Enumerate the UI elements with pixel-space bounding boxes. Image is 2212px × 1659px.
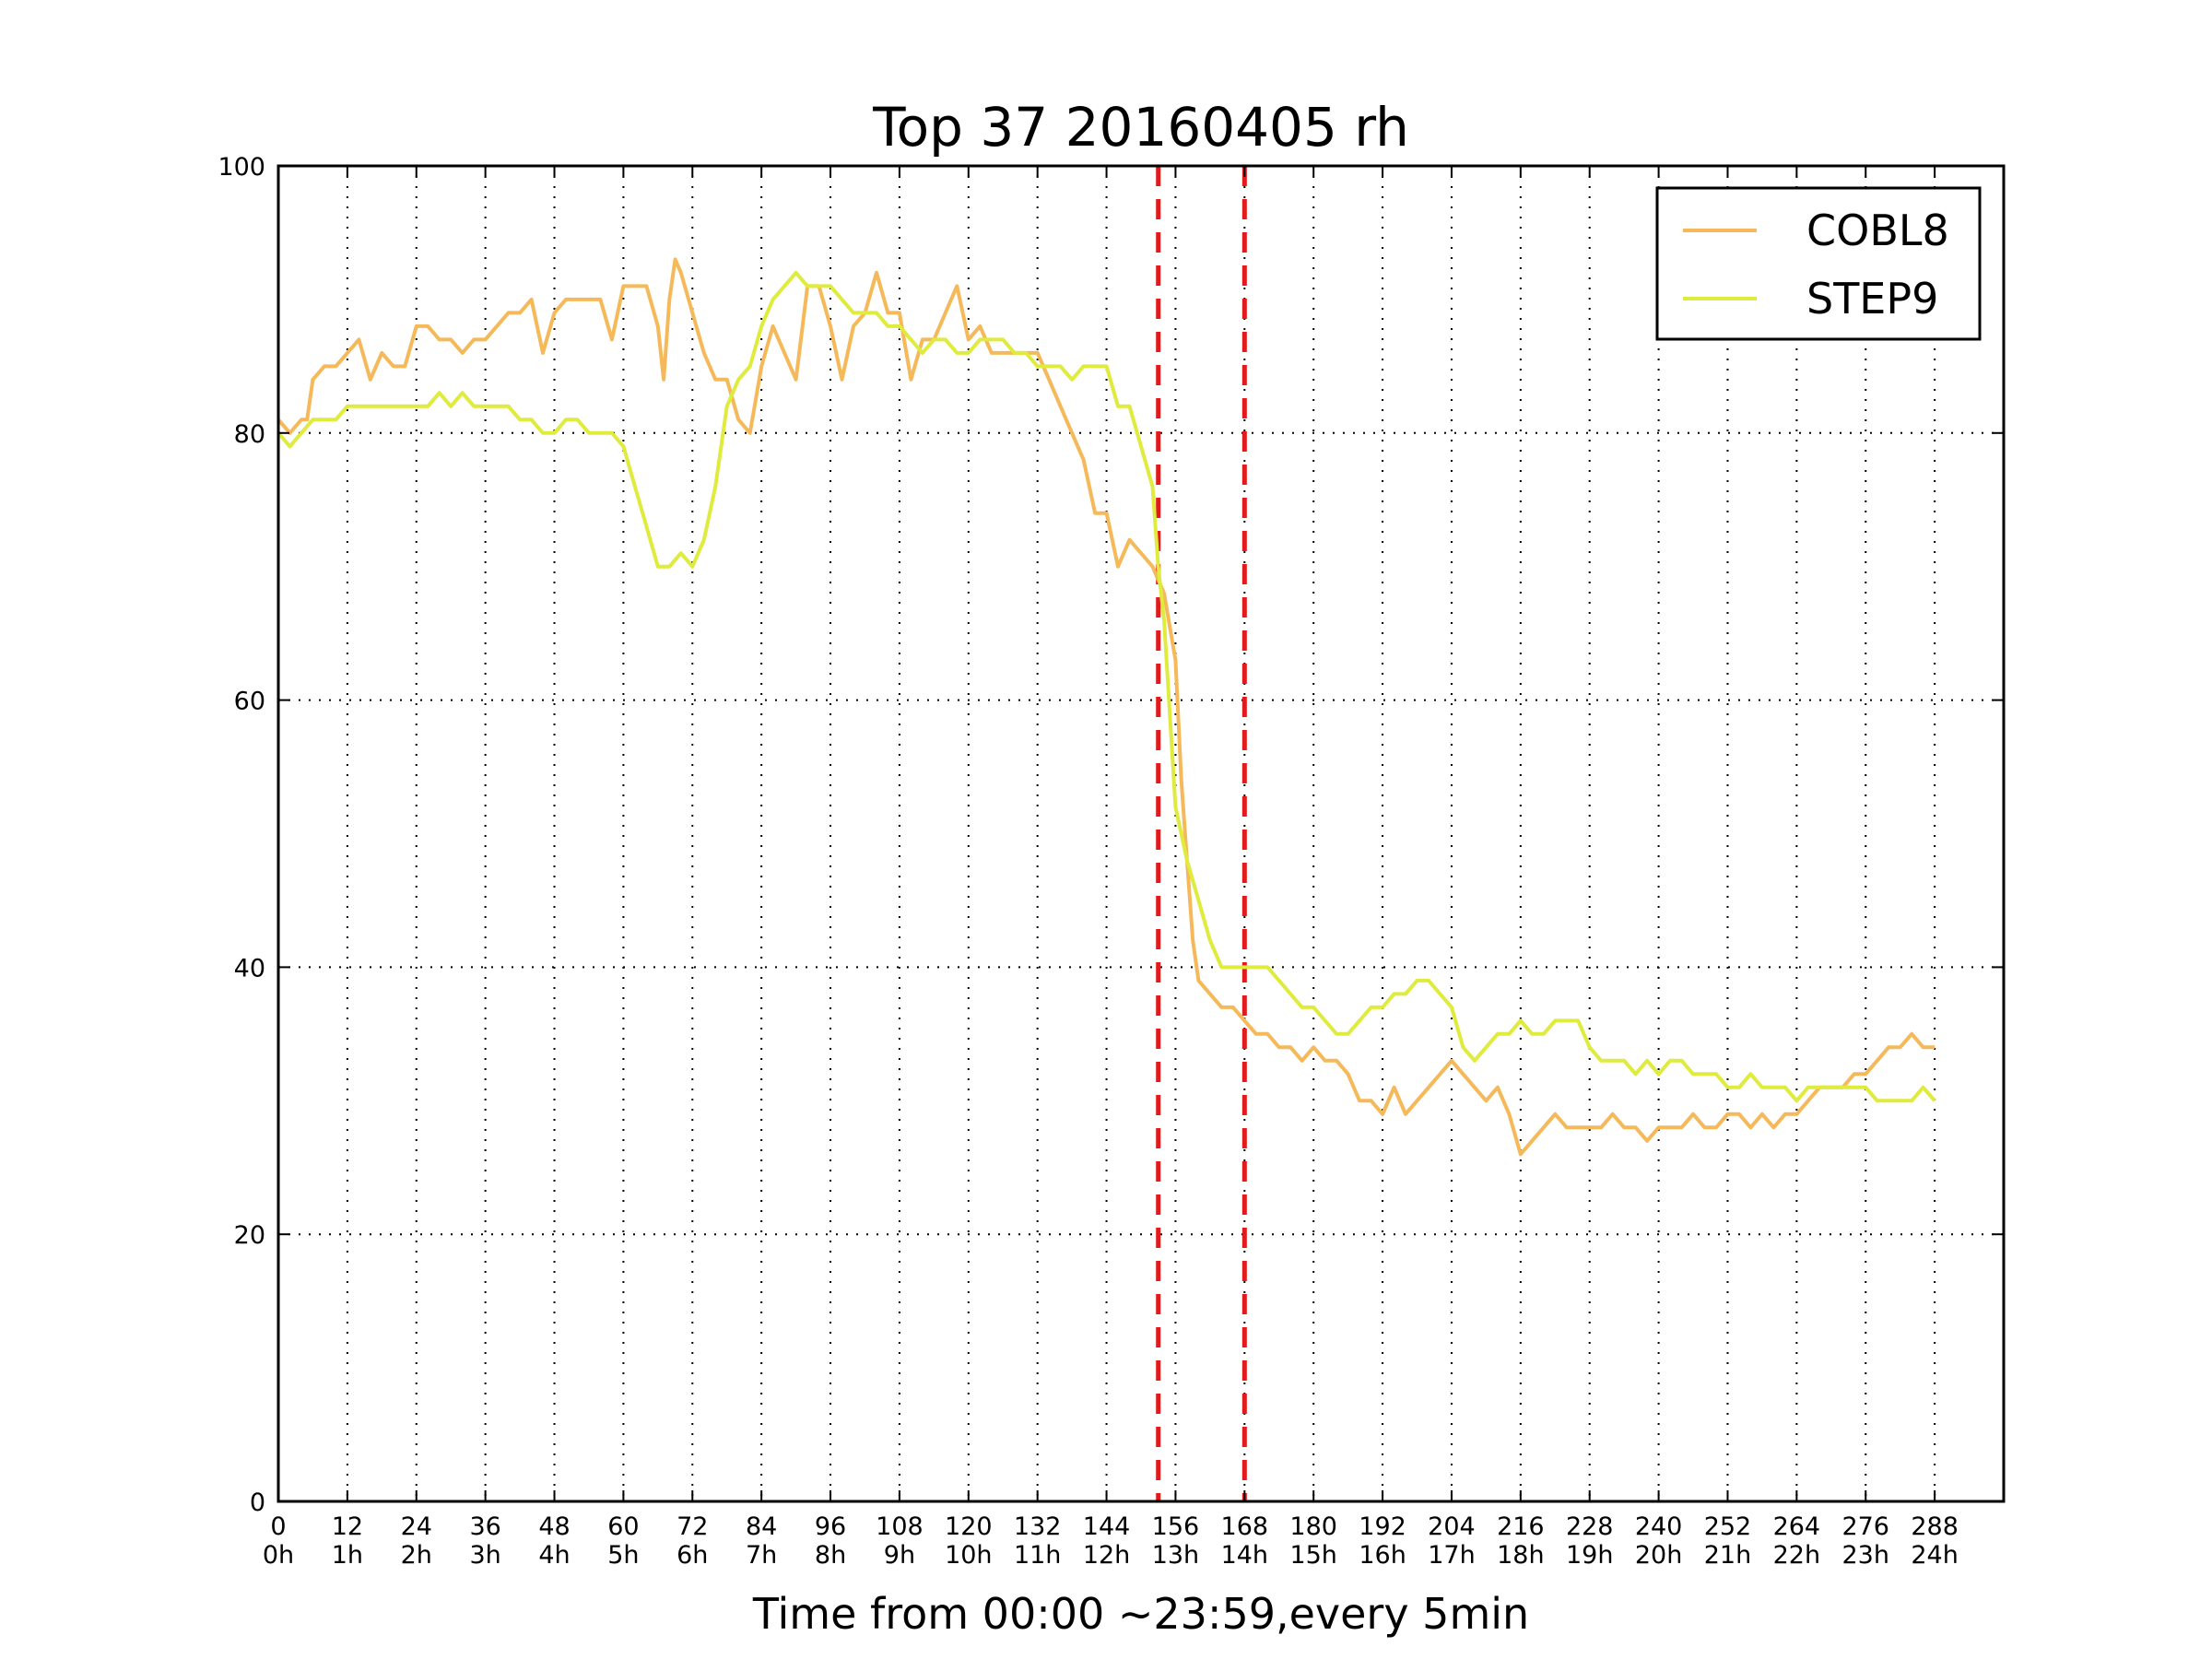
x-tick-sublabel: 13h	[1152, 1541, 1199, 1570]
x-tick-label: 48	[538, 1512, 570, 1541]
x-tick-sublabel: 6h	[677, 1541, 708, 1570]
x-tick-label: 60	[607, 1512, 639, 1541]
legend-box	[1655, 186, 1982, 341]
legend: COBL8 STEP9	[1655, 186, 1982, 341]
x-tick-label: 216	[1497, 1512, 1545, 1541]
x-tick-sublabel: 15h	[1289, 1541, 1336, 1570]
x-tick-sublabel: 1h	[332, 1541, 363, 1570]
x-tick-sublabel: 8h	[815, 1541, 846, 1570]
x-tick-sublabel: 7h	[746, 1541, 777, 1570]
series-lines	[276, 257, 1936, 1157]
x-tick-label: 84	[746, 1512, 777, 1541]
x-tick-sublabel: 2h	[401, 1541, 432, 1570]
x-tick-label: 96	[815, 1512, 846, 1541]
y-tick-label: 20	[234, 1221, 265, 1250]
x-tick-label: 132	[1014, 1512, 1062, 1541]
x-tick-sublabel: 12h	[1083, 1541, 1130, 1570]
x-tick-label: 72	[677, 1512, 708, 1541]
x-tick-sublabel: 4h	[538, 1541, 570, 1570]
reference-lines	[1156, 166, 1247, 1501]
x-tick-sublabel: 5h	[607, 1541, 639, 1570]
x-tick-label: 36	[469, 1512, 500, 1541]
x-tick-label: 0	[270, 1512, 286, 1541]
x-tick-label: 264	[1773, 1512, 1821, 1541]
legend-label-cobl8: COBL8	[1806, 206, 1949, 255]
x-tick-label: 24	[401, 1512, 432, 1541]
x-tick-label: 228	[1566, 1512, 1614, 1541]
x-tick-sublabel: 18h	[1497, 1541, 1544, 1570]
x-tick-sublabel: 20h	[1635, 1541, 1682, 1570]
x-tick-label: 288	[1911, 1512, 1959, 1541]
x-tick-sublabel: 10h	[945, 1541, 992, 1570]
axis-ticks: 00h121h242h363h484h605h726h847h968h1089h…	[218, 153, 2004, 1570]
x-tick-label: 144	[1083, 1512, 1131, 1541]
x-tick-sublabel: 0h	[263, 1541, 294, 1570]
x-tick-label: 12	[332, 1512, 363, 1541]
legend-label-step9: STEP9	[1806, 274, 1938, 324]
x-tick-sublabel: 16h	[1359, 1541, 1406, 1570]
x-tick-label: 120	[945, 1512, 993, 1541]
x-tick-label: 168	[1221, 1512, 1269, 1541]
x-tick-label: 108	[876, 1512, 924, 1541]
x-tick-label: 204	[1428, 1512, 1476, 1541]
y-tick-label: 80	[234, 420, 265, 449]
grid	[278, 166, 2004, 1501]
x-tick-label: 192	[1359, 1512, 1406, 1541]
x-tick-sublabel: 23h	[1842, 1541, 1889, 1570]
series-line-cobl8	[276, 257, 1936, 1157]
y-tick-label: 40	[234, 954, 265, 982]
x-tick-sublabel: 19h	[1566, 1541, 1613, 1570]
x-tick-label: 252	[1704, 1512, 1752, 1541]
x-tick-label: 156	[1152, 1512, 1200, 1541]
x-tick-sublabel: 14h	[1221, 1541, 1268, 1570]
x-tick-sublabel: 21h	[1704, 1541, 1751, 1570]
x-tick-sublabel: 22h	[1773, 1541, 1820, 1570]
y-tick-label: 60	[234, 688, 265, 716]
y-tick-label: 0	[250, 1488, 265, 1517]
x-tick-sublabel: 11h	[1014, 1541, 1061, 1570]
x-tick-label: 240	[1635, 1512, 1683, 1541]
x-tick-label: 180	[1289, 1512, 1337, 1541]
x-tick-label: 276	[1841, 1512, 1889, 1541]
chart-title: Top 37 20160405 rh	[872, 96, 1409, 159]
x-tick-sublabel: 9h	[884, 1541, 915, 1570]
x-tick-sublabel: 17h	[1428, 1541, 1475, 1570]
plot-frame	[276, 164, 2006, 1503]
y-tick-label: 100	[218, 153, 265, 182]
x-tick-sublabel: 24h	[1911, 1541, 1958, 1570]
x-tick-sublabel: 3h	[469, 1541, 500, 1570]
series-line-step9	[276, 270, 1936, 1103]
x-axis-label: Time from 00:00 ~23:59,every 5min	[752, 1589, 1529, 1639]
